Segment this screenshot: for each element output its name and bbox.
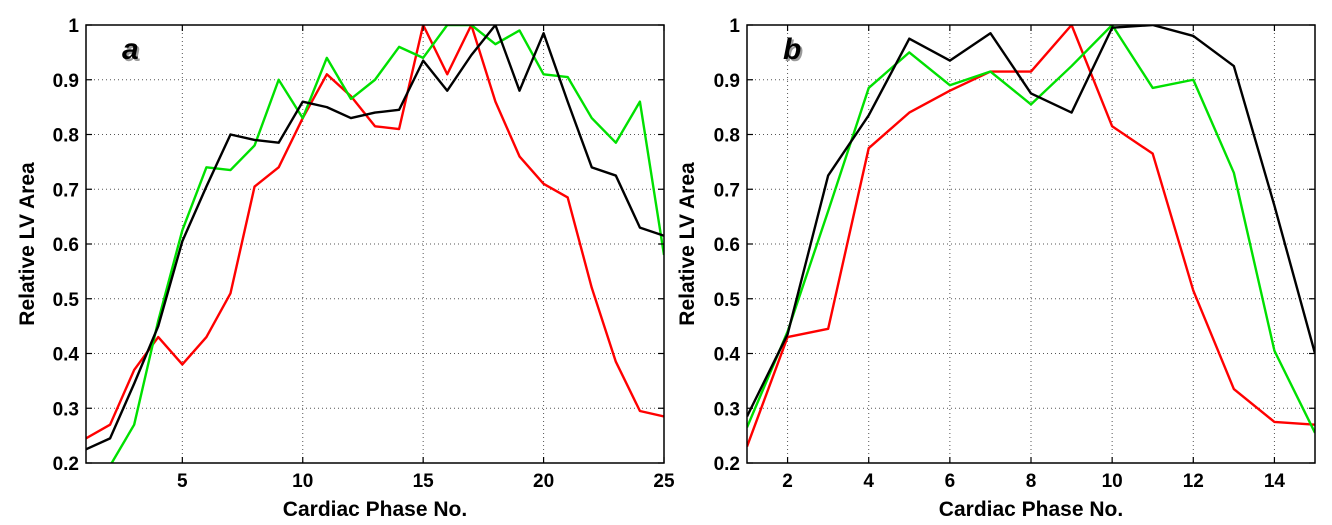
y-tick-label: 0.4 <box>714 345 741 366</box>
panel-label: a <box>122 33 139 66</box>
x-tick-label: 8 <box>1026 471 1037 492</box>
y-tick-label: 0.9 <box>53 71 79 92</box>
y-tick-label: 0.7 <box>53 180 79 201</box>
y-tick-label: 0.3 <box>53 399 79 420</box>
x-tick-label: 5 <box>177 471 188 492</box>
series-line-3 <box>747 25 1315 417</box>
y-axis-label: Relative LV Area <box>676 162 699 326</box>
x-tick-label: 6 <box>945 471 956 492</box>
x-axis-label: Cardiac Phase No. <box>283 498 467 521</box>
x-tick-label: 2 <box>782 471 793 492</box>
series-line-2 <box>110 25 664 463</box>
panel-label-shadow: a <box>124 35 141 68</box>
series-line-3 <box>86 25 664 451</box>
series-line-2 <box>747 25 1315 434</box>
series-group <box>86 25 664 463</box>
y-tick-label: 0.9 <box>714 71 740 92</box>
x-tick-label: 25 <box>653 471 675 492</box>
y-tick-label: 1 <box>68 16 79 37</box>
y-tick-label: 0.6 <box>53 235 79 256</box>
y-tick-label: 0.8 <box>53 126 79 147</box>
panel-label: b <box>783 33 801 66</box>
x-tick-label: 10 <box>1102 471 1123 492</box>
y-tick-label: 1 <box>729 16 740 37</box>
x-tick-label: 14 <box>1264 471 1286 492</box>
series-line-1 <box>747 25 1315 447</box>
x-tick-label: 15 <box>413 471 435 492</box>
y-tick-label: 0.4 <box>53 345 80 366</box>
chart-panel-b: 2 4 6 8 10 12 14 0.2 0.3 0.4 0.5 0.6 0.7 0.8 0.9 1 Cardi… <box>676 16 1316 521</box>
x-tick-label: 20 <box>533 471 554 492</box>
x-tick-label: 4 <box>863 471 874 492</box>
y-tick-label: 0.5 <box>53 290 80 311</box>
y-tick-label: 0.5 <box>714 290 741 311</box>
y-tick-label: 0.6 <box>714 235 740 256</box>
y-tick-label: 0.8 <box>714 126 740 147</box>
panel-label-shadow: b <box>785 35 803 68</box>
x-axis-label: Cardiac Phase No. <box>939 498 1123 521</box>
y-tick-label: 0.2 <box>714 454 740 475</box>
series-line-1 <box>86 25 664 440</box>
chart-panel-a: 5 10 15 20 25 0.2 0.3 0.4 0.5 0.6 0.7 0.8 0.9 1 Cardia… <box>16 16 675 521</box>
x-tick-label: 12 <box>1183 471 1204 492</box>
y-tick-label: 0.7 <box>714 180 740 201</box>
y-axis-label: Relative LV Area <box>16 162 39 326</box>
series-group <box>747 25 1315 447</box>
x-tick-label: 10 <box>292 471 313 492</box>
y-tick-label: 0.3 <box>714 399 740 420</box>
y-tick-label: 0.2 <box>53 454 79 475</box>
